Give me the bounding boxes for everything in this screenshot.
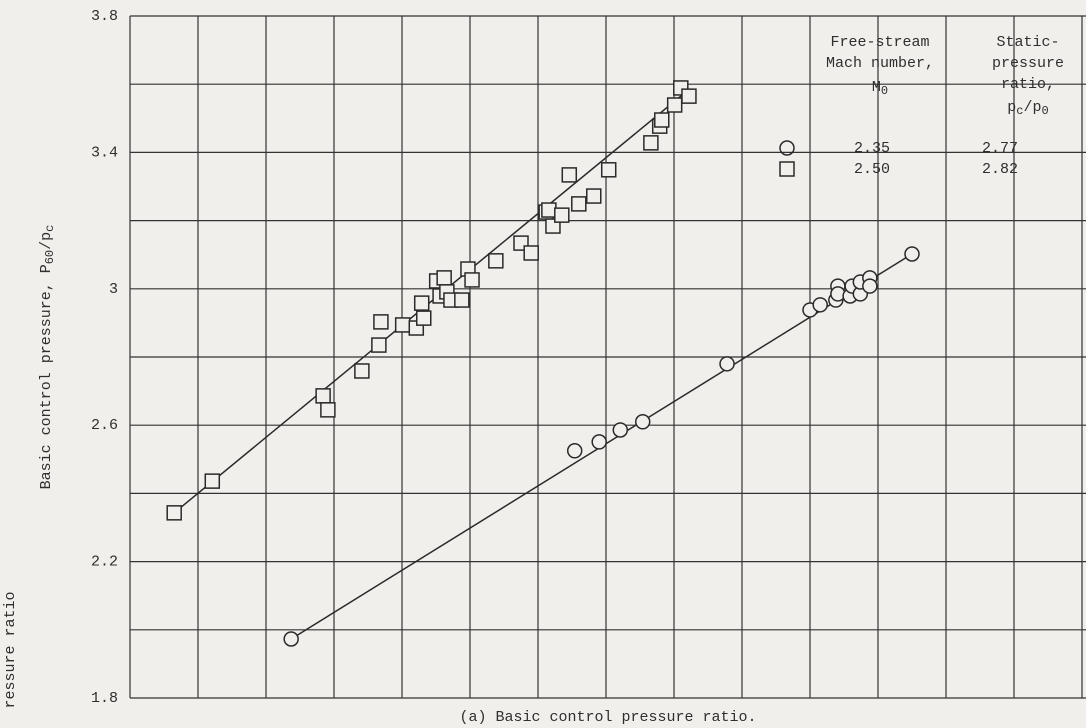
data-point [541,202,557,218]
y-tick-label: 2.2 [91,554,118,571]
data-point [654,112,670,128]
data-point [612,422,629,438]
label-part: p [1007,99,1016,116]
data-point [554,207,570,223]
legend-header: Free-stream [830,34,929,51]
data-point [320,402,336,418]
label-part: Basic control pressure, P [38,264,55,489]
legend-marker [779,140,795,156]
data-point [566,443,583,459]
data-point [394,317,411,333]
legend-header: Static- [996,34,1059,51]
data-point [600,162,617,178]
fit-line [173,89,689,514]
subscript: 60 [43,250,57,264]
data-point [634,414,651,430]
data-point [354,363,370,379]
data-point [681,88,697,104]
label-part: /p [1024,99,1042,116]
data-point [166,505,182,521]
data-point [204,473,221,489]
legend-header: ratio, [1001,76,1055,93]
y-tick-label: 2.6 [91,417,118,434]
legend-marker [779,161,795,177]
data-point [315,388,331,404]
subscript: c [1016,104,1023,118]
caption: (a) Basic control pressure ratio. [459,709,756,726]
y-tick-label: 1.8 [91,690,118,707]
subscript: c [43,225,57,232]
data-point [591,434,607,450]
side-label: ressure ratio [2,591,19,708]
data-point [283,631,299,647]
data-point [464,272,480,288]
label-part: M [872,79,881,96]
legend-label: 2.35 [854,140,890,157]
data-point [862,278,878,294]
legend-label: 2.50 [854,161,890,178]
data-point [373,314,389,330]
legend-label: 2.77 [982,140,1018,157]
legend-header: pc/p0 [1007,99,1048,118]
data-point [523,245,539,261]
y-tick-label: 3.4 [91,144,118,161]
data-point [561,167,578,183]
y-axis-label: Basic control pressure, P60/pc [38,225,57,490]
legend-header: pressure [992,55,1064,72]
data-point [436,270,452,286]
data-point [643,135,659,151]
data-point [371,337,387,353]
data-point [586,188,602,204]
legend-header: Mach number, [826,55,934,72]
data-point [454,292,470,308]
y-tick-label: 3 [109,281,118,298]
y-tick-label: 3.8 [91,8,118,25]
legend-label: 2.82 [982,161,1018,178]
subscript: 0 [1042,104,1049,118]
data-point [413,295,430,311]
data-point [571,196,587,212]
data-point [488,253,504,269]
data-point [416,310,432,326]
data-point [904,246,920,262]
label-part: /p [38,232,55,250]
legend-header: M0 [872,79,888,98]
data-point [666,97,683,113]
data-point [812,297,828,313]
data-point [719,356,735,372]
subscript: 0 [881,84,888,98]
